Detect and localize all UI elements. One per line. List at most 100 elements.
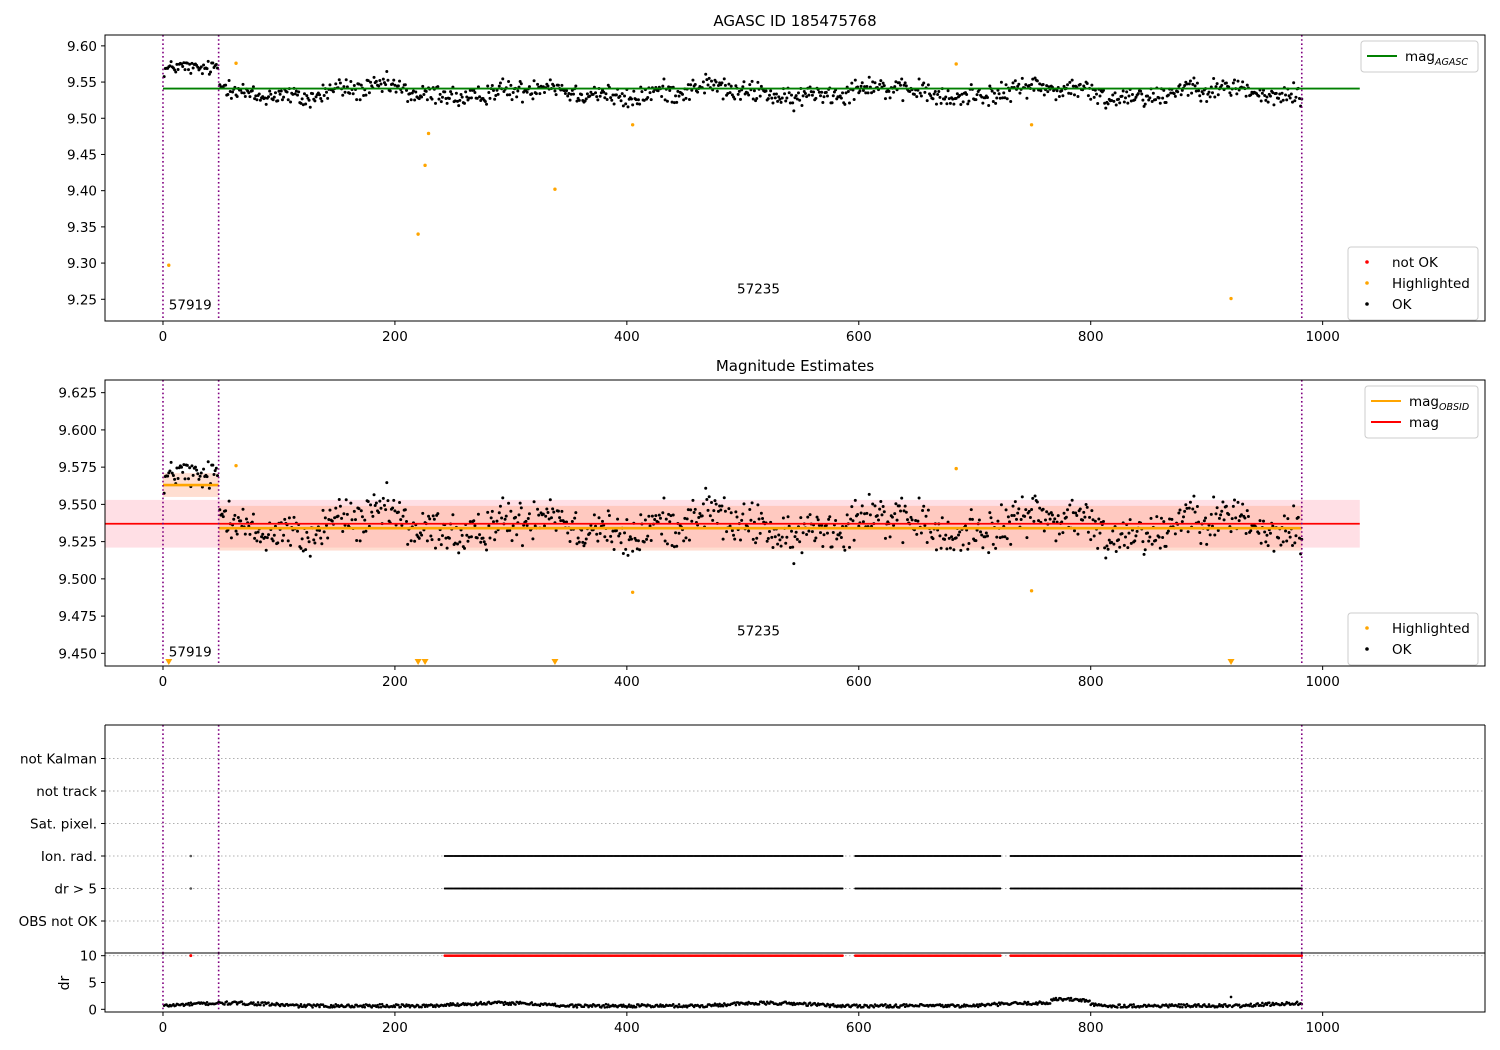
- ok-point: [1239, 513, 1243, 517]
- ok-point: [1004, 508, 1008, 512]
- ok-point: [183, 68, 187, 72]
- ok-point: [1172, 92, 1176, 96]
- ok-point: [824, 90, 828, 94]
- ok-point: [929, 530, 933, 534]
- ok-point: [693, 83, 697, 87]
- ok-point: [861, 89, 865, 93]
- ok-point: [1281, 98, 1285, 102]
- ok-point: [940, 516, 944, 520]
- dr-point: [1228, 1004, 1232, 1007]
- ok-point: [649, 98, 653, 102]
- ok-point: [1141, 540, 1145, 544]
- y-tick-label: 9.525: [58, 535, 97, 551]
- ok-point: [1103, 546, 1107, 550]
- ok-point: [866, 91, 870, 95]
- ok-point: [1151, 91, 1155, 95]
- y-tick-label: 9.550: [58, 497, 97, 513]
- ok-point: [475, 536, 479, 540]
- legend-label: OK: [1392, 297, 1413, 313]
- ok-point: [791, 545, 795, 549]
- ok-point: [1277, 96, 1281, 100]
- ok-point: [758, 94, 762, 98]
- ok-point: [983, 535, 987, 539]
- ok-point: [794, 530, 798, 534]
- dr-point: [474, 1001, 478, 1004]
- ok-point: [355, 538, 359, 542]
- dr-point: [806, 1004, 810, 1007]
- ok-point: [501, 77, 505, 81]
- ok-point: [358, 539, 362, 543]
- ok-point: [489, 516, 493, 520]
- ok-point: [859, 84, 863, 88]
- ok-point: [876, 518, 880, 522]
- ok-point: [1031, 77, 1035, 81]
- ok-point: [504, 514, 508, 518]
- ok-point: [401, 514, 405, 518]
- ok-point: [491, 520, 495, 524]
- ok-point: [1246, 515, 1250, 519]
- ok-point: [467, 535, 471, 539]
- dr-point: [961, 1005, 965, 1008]
- ok-point: [431, 514, 435, 518]
- ok-point: [755, 536, 759, 540]
- ok-point: [1010, 514, 1014, 518]
- ok-point: [1184, 503, 1188, 507]
- ok-point: [240, 91, 244, 95]
- ok-point: [1136, 92, 1140, 96]
- ok-point: [553, 89, 557, 93]
- ok-point: [995, 535, 999, 539]
- ok-point: [505, 93, 509, 97]
- ok-point: [1013, 79, 1017, 83]
- ok-point: [305, 530, 309, 534]
- ok-point: [1103, 101, 1107, 105]
- dr-point: [311, 1006, 314, 1009]
- ok-point: [1049, 511, 1053, 515]
- ok-point: [541, 512, 545, 516]
- ok-point: [710, 79, 714, 83]
- observation-label: 57919: [169, 297, 212, 313]
- ok-point: [670, 100, 674, 104]
- ok-point: [780, 96, 784, 100]
- ok-point: [714, 80, 718, 84]
- ok-point: [856, 512, 860, 516]
- ok-point: [1098, 531, 1102, 535]
- ok-point: [611, 93, 615, 97]
- ok-point: [1072, 529, 1076, 533]
- ok-point: [500, 516, 504, 520]
- y-tick-label: 9.25: [67, 292, 97, 308]
- ok-point: [193, 465, 197, 469]
- ok-point: [1076, 532, 1080, 536]
- dr-point: [448, 1004, 451, 1007]
- ok-point: [1168, 517, 1172, 521]
- ok-point: [490, 83, 494, 87]
- ok-point: [507, 80, 511, 84]
- dr-point: [420, 1005, 423, 1009]
- legend-label: mag: [1409, 415, 1439, 431]
- ok-point: [436, 512, 440, 516]
- ok-point: [235, 532, 239, 536]
- ok-point: [256, 530, 260, 534]
- ok-point: [1071, 84, 1075, 88]
- dr-point: [434, 1005, 437, 1009]
- ok-point: [229, 96, 233, 100]
- ok-point: [585, 92, 589, 96]
- ok-point: [1111, 93, 1115, 97]
- dr-point: [658, 1005, 661, 1008]
- ok-point: [1018, 91, 1022, 95]
- ok-point: [664, 517, 668, 521]
- dr-point: [606, 1003, 610, 1006]
- ok-point: [1114, 549, 1118, 553]
- highlighted-point: [234, 61, 238, 65]
- ok-point: [610, 540, 614, 544]
- ok-point: [393, 83, 397, 87]
- ok-point: [612, 102, 616, 106]
- ok-point: [271, 98, 275, 102]
- dr-point: [298, 1004, 302, 1008]
- ok-point: [469, 96, 473, 100]
- ok-point: [692, 510, 696, 514]
- dr-point: [189, 1001, 193, 1005]
- ok-point: [1294, 95, 1298, 99]
- ok-point: [801, 531, 805, 535]
- dr-point: [1092, 1004, 1096, 1008]
- ok-point: [254, 94, 258, 98]
